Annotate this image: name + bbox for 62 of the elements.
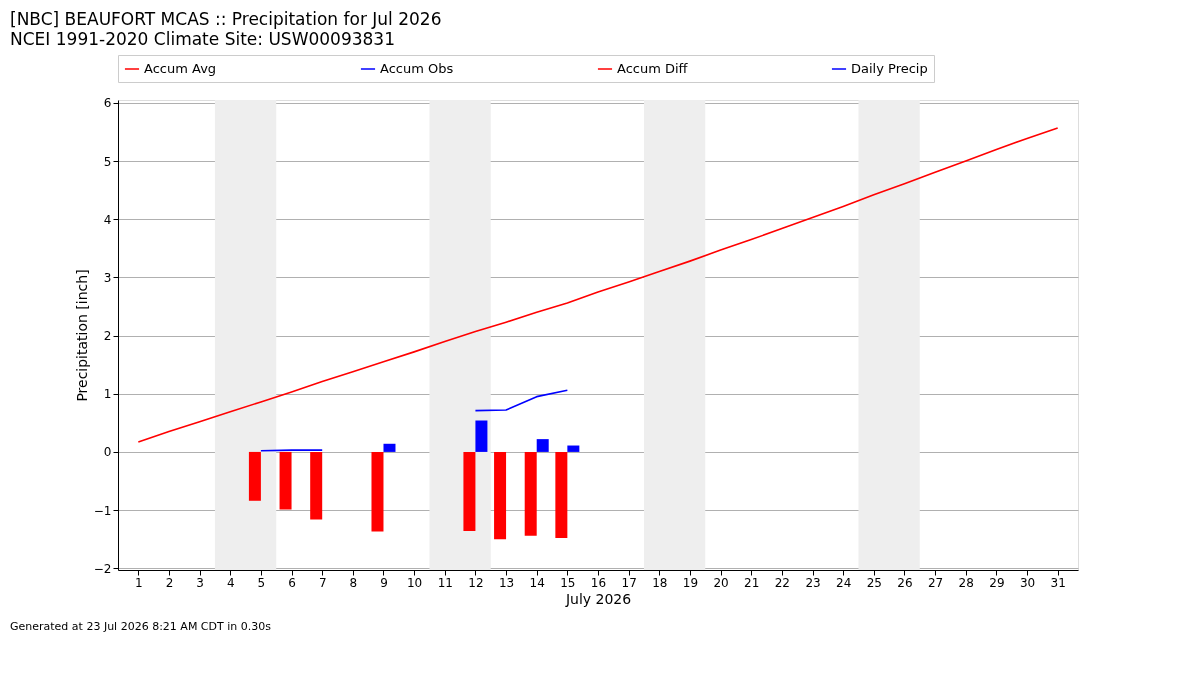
x-tick-label: 27 [927,575,944,590]
bar [475,420,488,452]
y-tick-label: 5 [103,154,112,169]
x-tick-label: 25 [866,575,882,590]
x-tick-label: 2 [165,575,174,590]
x-tick-label: 19 [682,575,699,590]
x-tick-label: 8 [349,575,358,590]
bar [494,451,507,540]
x-tick-label: 12 [468,575,484,590]
y-tick-label: −2 [93,561,112,576]
bar [536,439,549,452]
bar [248,451,261,501]
x-tick-label: 3 [196,575,204,590]
x-tick-label: 16 [590,575,607,590]
x-tick-label: 26 [897,575,913,590]
x-tick-label: 17 [621,575,637,590]
bar [555,451,568,539]
x-tick-label: 4 [226,575,235,590]
x-tick-label: 22 [774,575,791,590]
bar [463,451,476,532]
x-tick-label: 6 [288,575,296,590]
x-tick-label: 11 [437,575,453,590]
x-tick-label: 9 [380,575,388,590]
y-tick-label: 6 [103,96,112,111]
legend-label: Accum Obs [380,61,454,76]
x-tick-label: 21 [744,575,760,590]
bar [524,451,537,536]
y-tick-label: 1 [103,387,112,402]
x-tick-label: 28 [958,575,974,590]
y-tick-label: 0 [103,445,112,460]
x-tick-label: 5 [257,575,266,590]
x-tick-label: 31 [1050,575,1066,590]
x-tick-label: 1 [135,575,143,590]
y-tick-label: 4 [103,212,112,227]
x-tick-label: 23 [805,575,821,590]
x-tick-label: 10 [406,575,423,590]
bar [567,445,580,452]
bar [383,443,396,452]
x-tick-label: 24 [836,575,852,590]
bar [371,451,384,532]
y-tick-label: −1 [93,503,112,518]
chart-title: [NBC] BEAUFORT MCAS :: Precipitation for Jul 2026 [10,8,442,29]
y-axis-title: Precipitation [inch] [73,269,90,402]
x-tick-label: 29 [989,575,1005,590]
chart-subtitle: NCEI 1991-2020 Climate Site: USW00093831 [10,28,395,49]
bar [310,451,323,520]
bar [279,451,292,510]
legend-label: Accum Diff [617,61,689,76]
line-series [137,127,1059,443]
legend-label: Accum Avg [144,61,217,76]
x-tick-label: 18 [652,575,668,590]
x-tick-label: 15 [560,575,576,590]
x-tick-label: 7 [318,575,327,590]
legend-label: Daily Precip [851,61,928,76]
x-tick-label: 13 [498,575,515,590]
text: Generated at 23 Jul 2026 8:21 AM CDT in 0.30s [10,620,272,633]
y-tick-label: 3 [103,270,112,285]
x-axis-title: July 2026 [564,590,632,607]
x-tick-label: 20 [713,575,729,590]
y-tick-label: 2 [103,329,112,344]
x-tick-label: 14 [529,575,545,590]
x-tick-label: 30 [1019,575,1036,590]
